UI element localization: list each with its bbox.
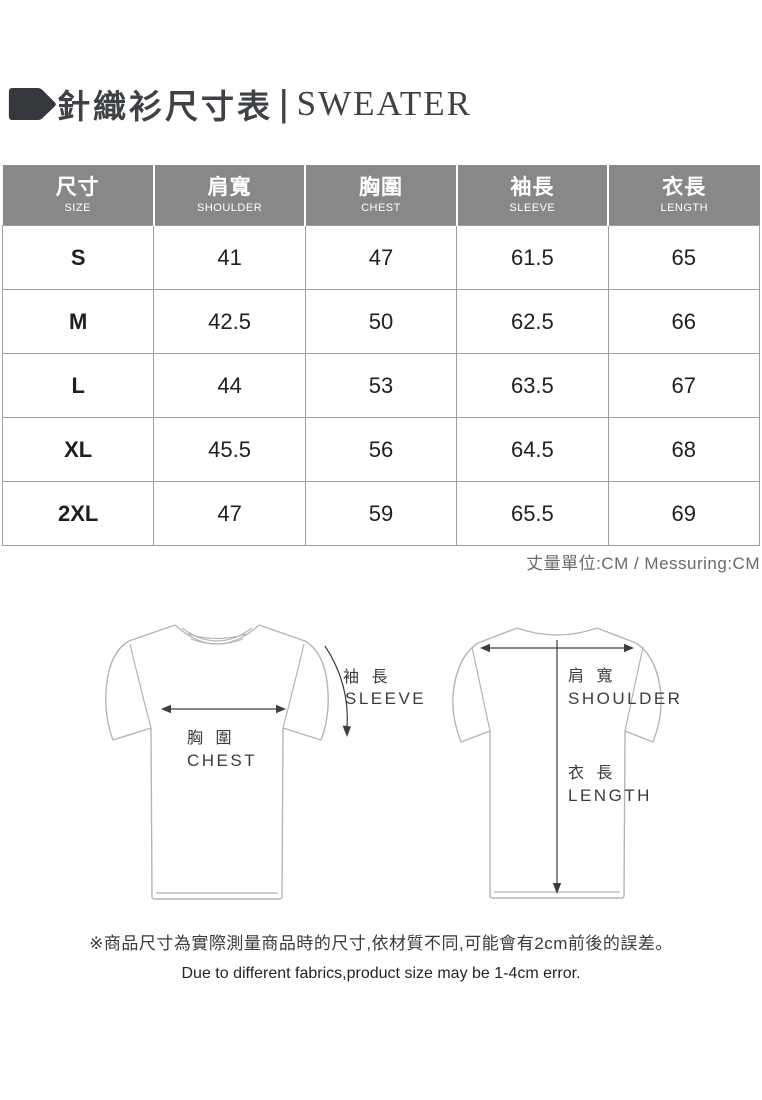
value-cell: 68 [607,417,761,482]
col-header-en: SLEEVE [509,201,556,214]
value-cell: 63.5 [456,353,609,418]
value-cell: 42.5 [153,289,306,354]
size-cell: S [1,225,155,290]
value-cell: 65.5 [456,481,609,546]
tolerance-note-zh: ※商品尺寸為實際測量商品時的尺寸,依材質不同,可能會有2cm前後的誤差。 [89,934,673,953]
value-cell: 45.5 [153,417,306,482]
value-cell: 44 [153,353,306,418]
col-header-length: 衣長 LENGTH [608,165,760,226]
col-header-en: CHEST [361,201,401,214]
col-header-zh: 尺寸 [55,175,100,199]
col-header-en: SHOULDER [197,201,263,214]
value-cell: 69 [607,481,761,546]
chest-label-zh: 胸 圍 [187,729,235,747]
page-title-zh: 針織衫尺寸表 [57,88,273,125]
col-header-zh: 肩寬 [207,175,252,199]
size-cell: M [1,289,155,354]
col-header-sleeve: 袖長 SLEEVE [456,165,610,226]
table-row: S 41 47 61.5 65 [1,225,761,290]
page-title-en: SWEATER [296,84,473,123]
table-row: L 44 53 63.5 67 [1,353,761,418]
sleeve-label-en: SLEEVE [345,689,426,708]
table-row: 2XL 47 59 65.5 69 [1,481,761,546]
value-cell: 59 [304,481,458,546]
shoulder-label-zh: 肩 寬 [568,667,616,685]
value-cell: 50 [304,289,458,354]
col-header-size: 尺寸 SIZE [2,165,155,226]
tshirt-front-outline [105,624,329,900]
tolerance-note-en: Due to different fabrics,product size ma… [181,965,581,982]
length-measure-arrow [552,640,562,894]
value-cell: 67 [607,353,761,418]
sleeve-measure-arrow [324,645,351,737]
page-title: 針織衫尺寸表 | SWEATER [57,80,472,128]
value-cell: 66 [607,289,761,354]
table-row: M 42.5 50 62.5 66 [1,289,761,354]
size-table: 尺寸 SIZE 肩寬 SHOULDER 胸圍 CHEST 袖長 SLEEVE 衣… [1,165,761,546]
title-divider: | [278,83,290,124]
value-cell: 62.5 [456,289,609,354]
col-header-zh: 衣長 [662,175,707,199]
chest-label-en: CHEST [187,751,257,770]
value-cell: 47 [153,481,306,546]
value-cell: 64.5 [456,417,609,482]
col-header-shoulder: 肩寬 SHOULDER [153,165,307,226]
measuring-unit-note: 丈量單位:CM / Messuring:CM [526,554,760,573]
shoulder-label-en: SHOULDER [568,689,682,708]
value-cell: 53 [304,353,458,418]
value-cell: 65 [607,225,761,290]
tag-arrow-icon [8,87,56,121]
col-header-en: LENGTH [660,201,709,214]
col-header-en: SIZE [64,201,91,214]
measurement-diagram: 胸 圍 CHEST 袖 長 SLEEVE 肩 寬 SHOULDER 衣 長 LE… [105,624,682,900]
length-label-en: LENGTH [568,786,652,805]
footer-notes: ※商品尺寸為實際測量商品時的尺寸,依材質不同,可能會有2cm前後的誤差。 Due… [0,929,762,983]
value-cell: 47 [304,225,458,290]
table-header-row: 尺寸 SIZE 肩寬 SHOULDER 胸圍 CHEST 袖長 SLEEVE 衣… [2,165,760,226]
value-cell: 61.5 [456,225,609,290]
value-cell: 56 [304,417,458,482]
sleeve-label-zh: 袖 長 [343,668,391,686]
value-cell: 41 [153,225,306,290]
col-header-zh: 袖長 [510,175,555,199]
chest-measure-arrow [161,704,286,714]
col-header-zh: 胸圍 [358,175,403,199]
col-header-chest: 胸圍 CHEST [305,165,458,226]
length-label-zh: 衣 長 [568,764,616,782]
size-cell: XL [1,417,155,482]
page-header: 針織衫尺寸表 | SWEATER [8,80,472,128]
size-cell: 2XL [1,481,155,546]
size-cell: L [1,353,155,418]
table-row: XL 45.5 56 64.5 68 [1,417,761,482]
